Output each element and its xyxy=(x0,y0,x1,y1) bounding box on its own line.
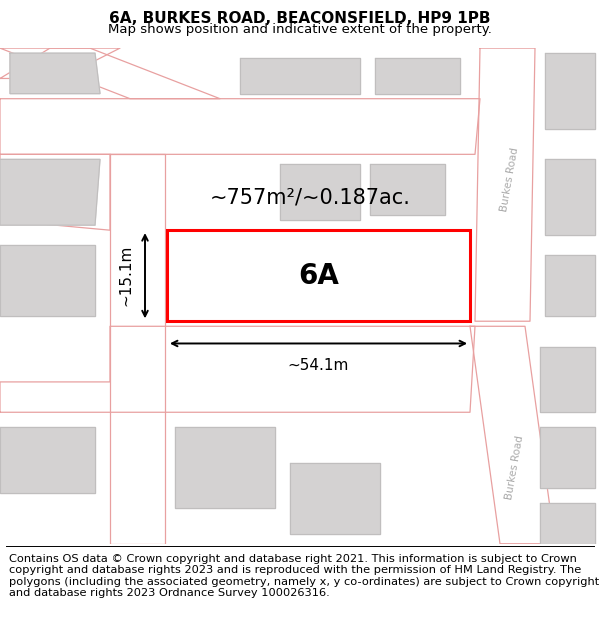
Polygon shape xyxy=(375,58,460,94)
Polygon shape xyxy=(540,428,595,488)
Polygon shape xyxy=(0,428,95,493)
Polygon shape xyxy=(175,428,275,508)
Polygon shape xyxy=(0,154,110,230)
Polygon shape xyxy=(0,159,100,225)
Polygon shape xyxy=(110,154,165,544)
Polygon shape xyxy=(0,48,220,99)
Polygon shape xyxy=(540,346,595,413)
Polygon shape xyxy=(470,326,555,544)
Text: Contains OS data © Crown copyright and database right 2021. This information is : Contains OS data © Crown copyright and d… xyxy=(9,554,599,598)
Polygon shape xyxy=(0,326,475,412)
Bar xyxy=(167,230,470,321)
Polygon shape xyxy=(280,164,360,220)
Text: Burkes Road: Burkes Road xyxy=(505,435,526,501)
Text: ~15.1m: ~15.1m xyxy=(118,245,133,306)
Text: ~54.1m: ~54.1m xyxy=(288,357,349,372)
Polygon shape xyxy=(10,53,100,94)
Polygon shape xyxy=(0,99,480,154)
Polygon shape xyxy=(545,256,595,316)
Polygon shape xyxy=(475,48,535,321)
Polygon shape xyxy=(0,48,120,79)
Text: Map shows position and indicative extent of the property.: Map shows position and indicative extent… xyxy=(108,23,492,36)
Polygon shape xyxy=(540,503,595,544)
Polygon shape xyxy=(240,58,360,94)
Text: Burkes Road: Burkes Road xyxy=(499,147,521,213)
Polygon shape xyxy=(0,246,95,316)
Polygon shape xyxy=(290,463,380,534)
Polygon shape xyxy=(545,159,595,235)
Polygon shape xyxy=(370,164,445,215)
Text: ~757m²/~0.187ac.: ~757m²/~0.187ac. xyxy=(209,188,410,208)
Text: 6A, BURKES ROAD, BEACONSFIELD, HP9 1PB: 6A, BURKES ROAD, BEACONSFIELD, HP9 1PB xyxy=(109,11,491,26)
Polygon shape xyxy=(545,53,595,129)
Text: 6A: 6A xyxy=(298,262,339,290)
